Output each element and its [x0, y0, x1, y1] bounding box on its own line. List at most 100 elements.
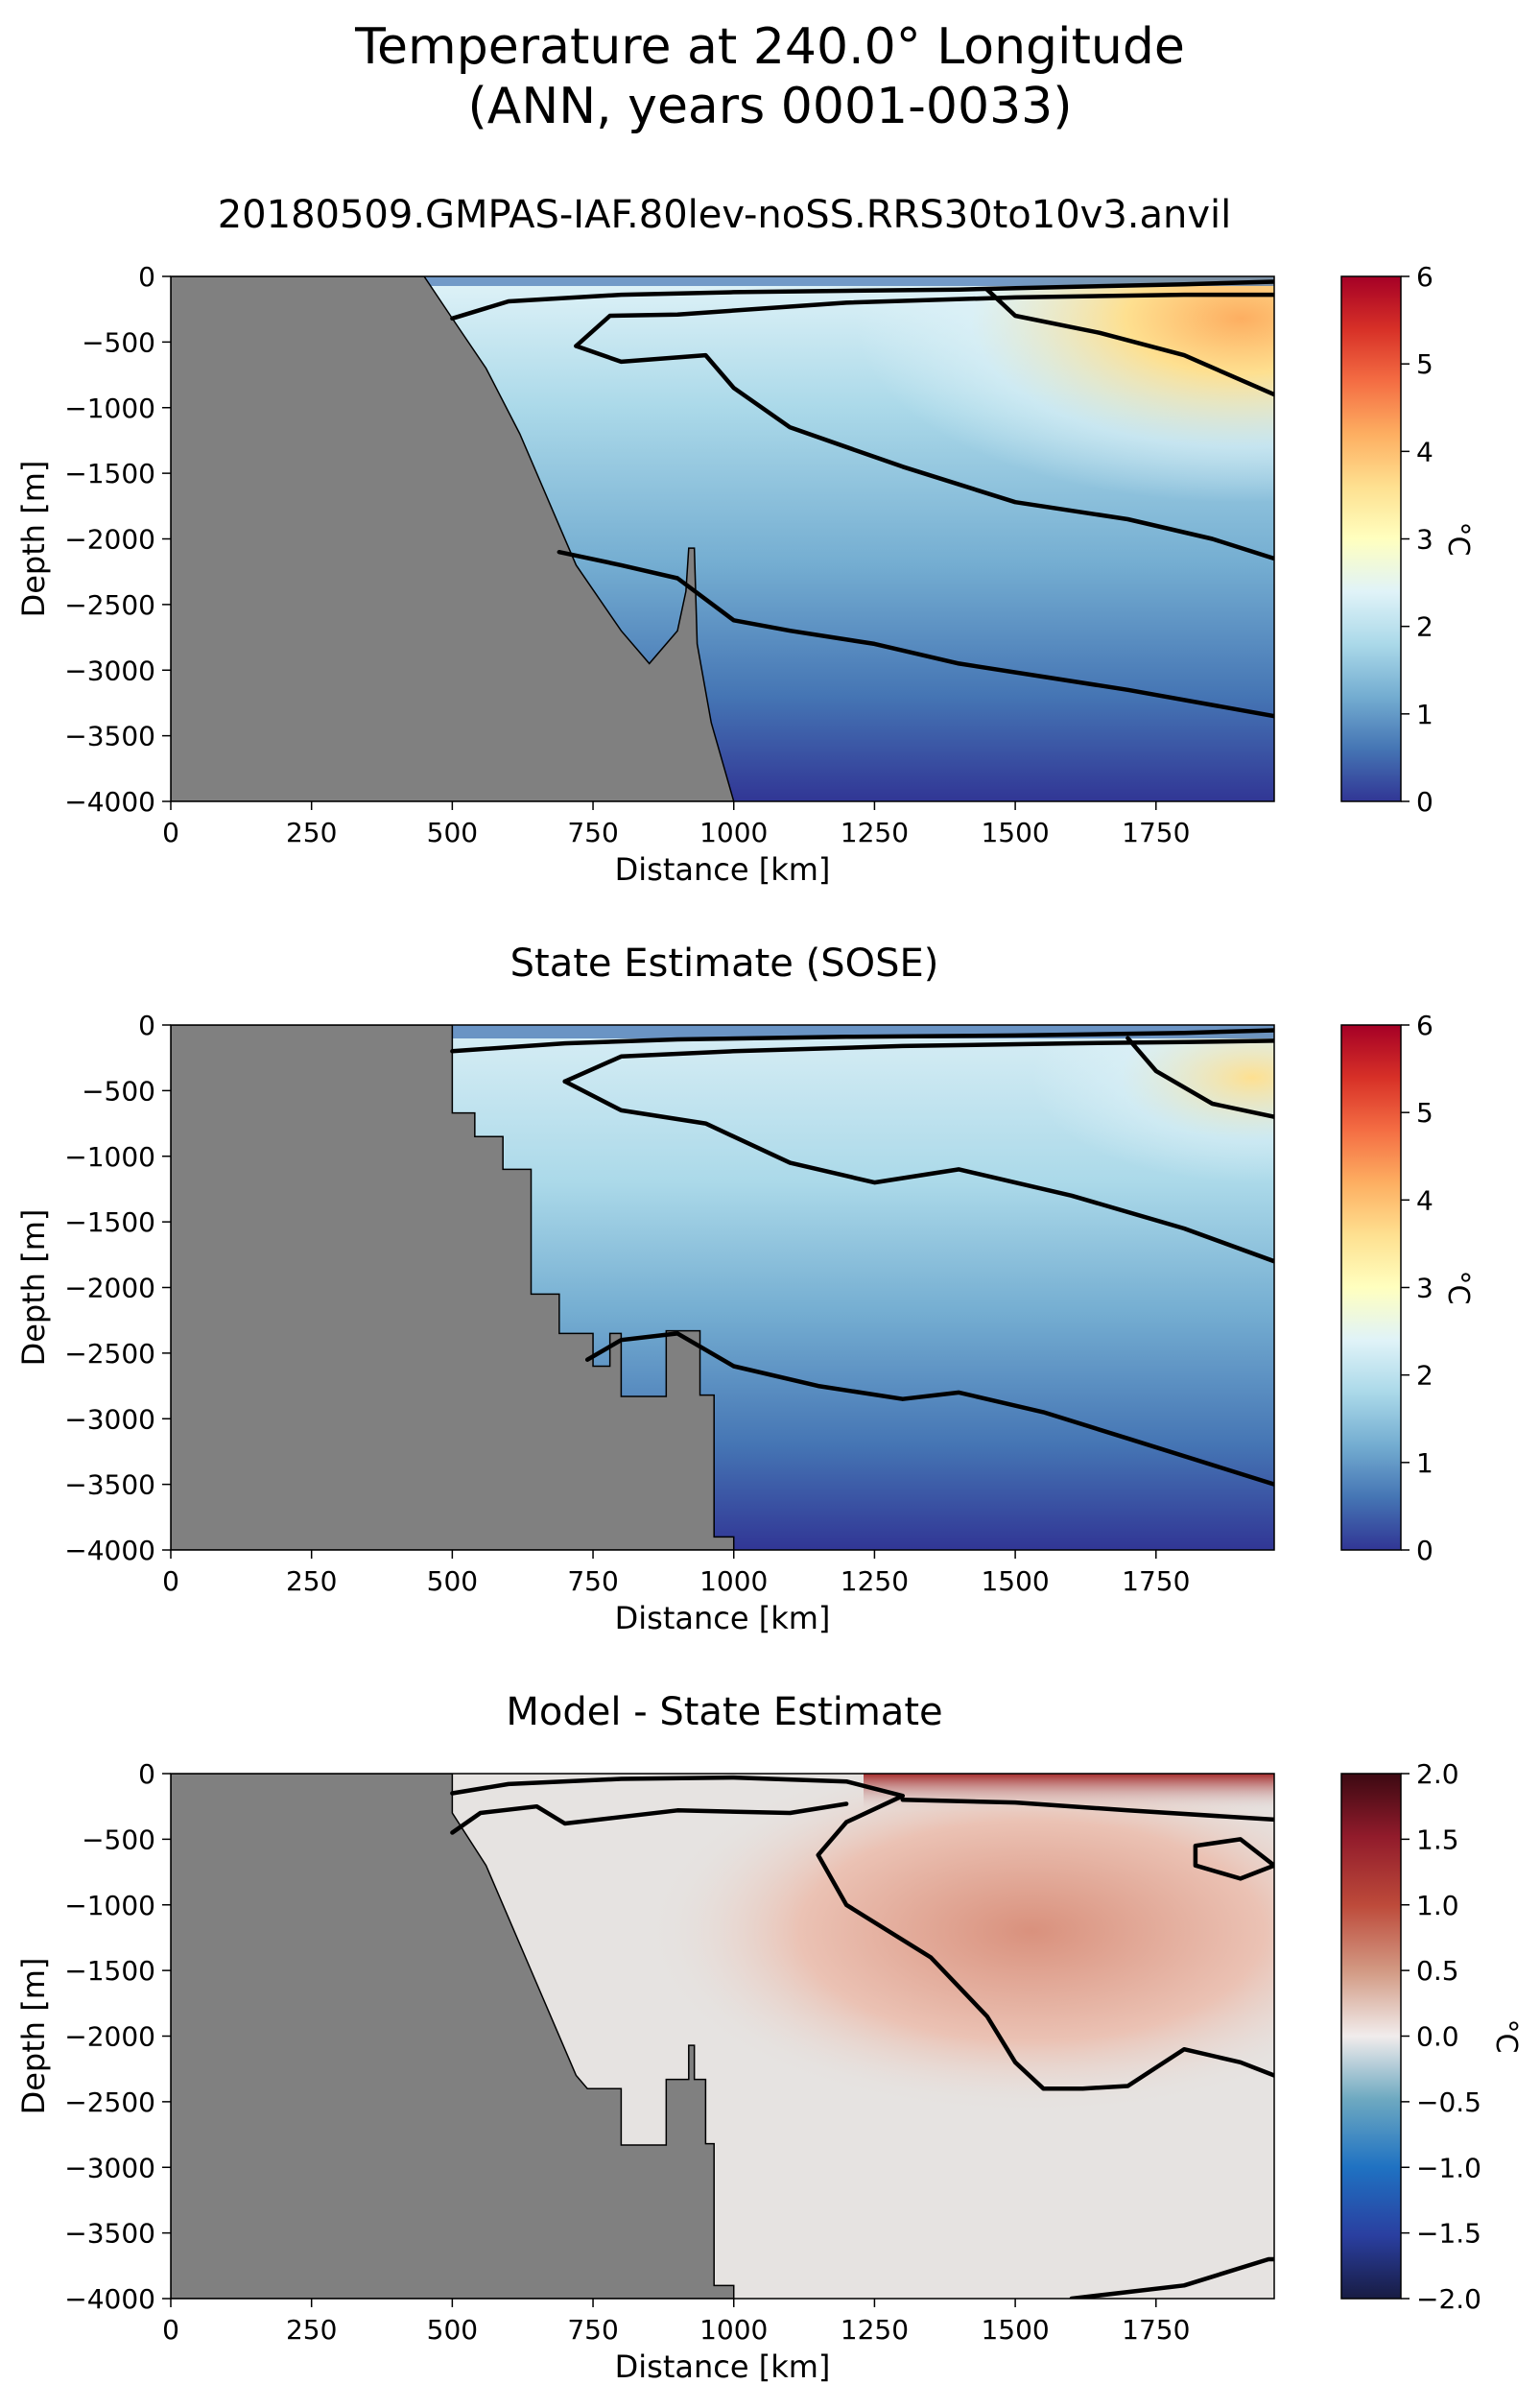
panel2-ytick-label-3: −1500 [64, 1206, 155, 1238]
panel2-xtick-label-3: 750 [567, 1565, 618, 1597]
panel1-title: 20180509.GMPAS-IAF.80lev-noSS.RRS30to10v… [217, 193, 1232, 237]
panel3-colorbar: 2.0 1.5 1.0 0.5 0.0 −0.5 −1.0 −1.5 −2.0 °C [1340, 1758, 1523, 2315]
panel3-ytick-label-4: −2000 [64, 2021, 155, 2053]
panel2-bathymetry [171, 1025, 735, 1550]
panel3-contour-3 [1193, 1837, 1274, 1881]
panel1-xtick-label-7: 1750 [1122, 817, 1190, 848]
panel3-xtick-label-5: 1250 [841, 2314, 909, 2346]
panel3-xtick-label-0: 0 [162, 2314, 179, 2346]
panel3-xtick-label-3: 750 [567, 2314, 618, 2346]
panel3-contour-1 [450, 1775, 1274, 2091]
panel2-colorbar-tick-label-5: 5 [1416, 1097, 1433, 1129]
panel2-xtick-label-2: 500 [427, 1565, 478, 1597]
panel3-plot: 0 250 500 750 1000 1250 1500 1750 0 −500 −1000 −150… [15, 1758, 1275, 2385]
panel3-contours [450, 1775, 1274, 2299]
panel1-colorbar-label: °C [1441, 522, 1475, 557]
panel1-ytick-label-7: −3500 [64, 721, 155, 752]
panel2-colorbar: 0 1 2 3 4 5 6 °C [1340, 1010, 1475, 1566]
panel2-colorbar-tick-label-6: 6 [1416, 1010, 1433, 1041]
panel3-ytick-label-1: −500 [82, 1824, 155, 1855]
panel2-ytick-label-8: −4000 [64, 1535, 155, 1566]
panel2-contour-1 [450, 1028, 1274, 1054]
panel2-ytick-label-1: −500 [82, 1075, 155, 1107]
panel2-colorbar-tick-label-4: 4 [1416, 1184, 1433, 1216]
panel3-xtick-label-1: 250 [286, 2314, 337, 2346]
panel1-contour-2 [557, 549, 1274, 719]
panel2-contour-4 [562, 1079, 1274, 1264]
panel1-colorbar-tick-label-2: 2 [1416, 611, 1433, 643]
panel3-colorbar-tick-label-8: −2.0 [1416, 2283, 1481, 2315]
panel1-ytick-label-0: 0 [138, 261, 155, 293]
panel2-plot: 0 250 500 750 1000 1250 1500 1750 0 −500 −1000 −150… [15, 1010, 1275, 1636]
figure-title-line1: Temperature at 240.0° Longitude [355, 18, 1185, 76]
panel1-surface-layer [171, 276, 1274, 286]
panel2-colorbar-tick-label-3: 3 [1416, 1273, 1433, 1304]
panel3-xtick-label-2: 500 [427, 2314, 478, 2346]
panel2-ytick-label-4: −2000 [64, 1273, 155, 1304]
panel1-contours [450, 279, 1274, 719]
panel3-ytick-label-8: −4000 [64, 2283, 155, 2315]
panel1-ytick-label-3: −1500 [64, 458, 155, 489]
panel1-colorbar-tick-label-3: 3 [1416, 524, 1433, 556]
panel1-ytick-label-4: −2000 [64, 524, 155, 556]
panel2-colorbar-tick-label-2: 2 [1416, 1360, 1433, 1392]
panel3-contour-2 [900, 1798, 1274, 1823]
panel3-axes: 0 250 500 750 1000 1250 1500 1750 0 −500 −1000 −150… [15, 1758, 1190, 2385]
panel3-colorbar-tick-label-5: −0.5 [1416, 2086, 1481, 2118]
panel3-ytick-label-7: −3500 [64, 2218, 155, 2250]
panel1-contour-4 [574, 344, 1274, 561]
panel2-colorbar-tick-label-1: 1 [1416, 1447, 1433, 1479]
panel2-contour-5 [1125, 1036, 1274, 1119]
panel3-colorbar-tick-label-2: 1.0 [1416, 1890, 1459, 1921]
panel1-colorbar-tick-label-5: 5 [1416, 348, 1433, 380]
panel3-xtick-label-7: 1750 [1122, 2314, 1190, 2346]
panel1-colorbar: 0 1 2 3 4 5 6 °C [1340, 261, 1475, 818]
panel1-ylabel: Depth [m] [15, 461, 52, 618]
panel3-xtick-label-6: 1500 [981, 2314, 1049, 2346]
panel2-xtick-label-6: 1500 [981, 1565, 1049, 1597]
panel2-xtick-label-7: 1750 [1122, 1565, 1190, 1597]
panel2-colorbar-tick-label-0: 0 [1416, 1535, 1433, 1566]
panel3-colorbar-tick-label-7: −1.5 [1416, 2218, 1481, 2250]
panel2-contours [450, 1028, 1274, 1487]
panel1-xtick-label-6: 1500 [981, 817, 1049, 848]
panel3-ytick-label-0: 0 [138, 1758, 155, 1790]
panel1-contour-1 [450, 279, 1274, 322]
panel1-plot: 0 250 500 750 1000 1250 1500 1750 0 −500 −1000 −150… [15, 261, 1275, 888]
panel3-colorbar-tick-label-6: −1.0 [1416, 2152, 1481, 2183]
panel1-colorbar-tick-label-4: 4 [1416, 436, 1433, 467]
panel2-ytick-label-0: 0 [138, 1010, 155, 1041]
panel3-ytick-label-6: −3000 [64, 2152, 155, 2183]
panel2-ytick-label-6: −3000 [64, 1403, 155, 1435]
panel2-contour-3 [562, 1038, 1274, 1085]
panel2-ytick-label-5: −2500 [64, 1338, 155, 1370]
panel3-ytick-label-2: −1000 [64, 1890, 155, 1921]
panel2-title: State Estimate (SOSE) [509, 942, 939, 986]
panel2-xlabel: Distance [km] [615, 1600, 831, 1636]
panel3-colorbar-tick-label-4: 0.0 [1416, 2021, 1459, 2053]
panel2-contour-2 [584, 1331, 1274, 1487]
panel2-xtick-label-0: 0 [162, 1565, 179, 1597]
panel1-xlabel: Distance [km] [615, 851, 831, 888]
panel3-ytick-label-3: −1500 [64, 1955, 155, 1987]
panel3-colorbar-tick-label-1: 1.5 [1416, 1824, 1459, 1855]
figure-title-line2: (ANN, years 0001-0033) [467, 78, 1073, 135]
panel2-ylabel: Depth [m] [15, 1209, 52, 1367]
panel1-colorbar-tick-label-0: 0 [1416, 786, 1433, 818]
panel1-ytick-label-6: −3000 [64, 655, 155, 686]
panel3-colorbar-tick-label-0: 2.0 [1416, 1758, 1459, 1790]
panel3-bathymetry [171, 1774, 735, 2299]
panel1-contour-5 [984, 287, 1274, 397]
panel2-colorbar-label: °C [1441, 1271, 1475, 1305]
panel2-axes: 0 250 500 750 1000 1250 1500 1750 0 −500 −1000 −150… [15, 1010, 1190, 1636]
panel1-ytick-label-2: −1000 [64, 393, 155, 424]
panel3-contour-4 [450, 1801, 849, 1835]
panel3-ytick-label-5: −2500 [64, 2086, 155, 2118]
panel2-ytick-label-7: −3500 [64, 1469, 155, 1501]
panel1-xtick-label-4: 1000 [699, 817, 768, 848]
panel3-ylabel: Depth [m] [15, 1958, 52, 2115]
panel3-xtick-label-4: 1000 [699, 2314, 768, 2346]
panel1-colorbar-tick-label-1: 1 [1416, 699, 1433, 730]
panel3-colorbar-tick-label-3: 0.5 [1416, 1955, 1459, 1987]
